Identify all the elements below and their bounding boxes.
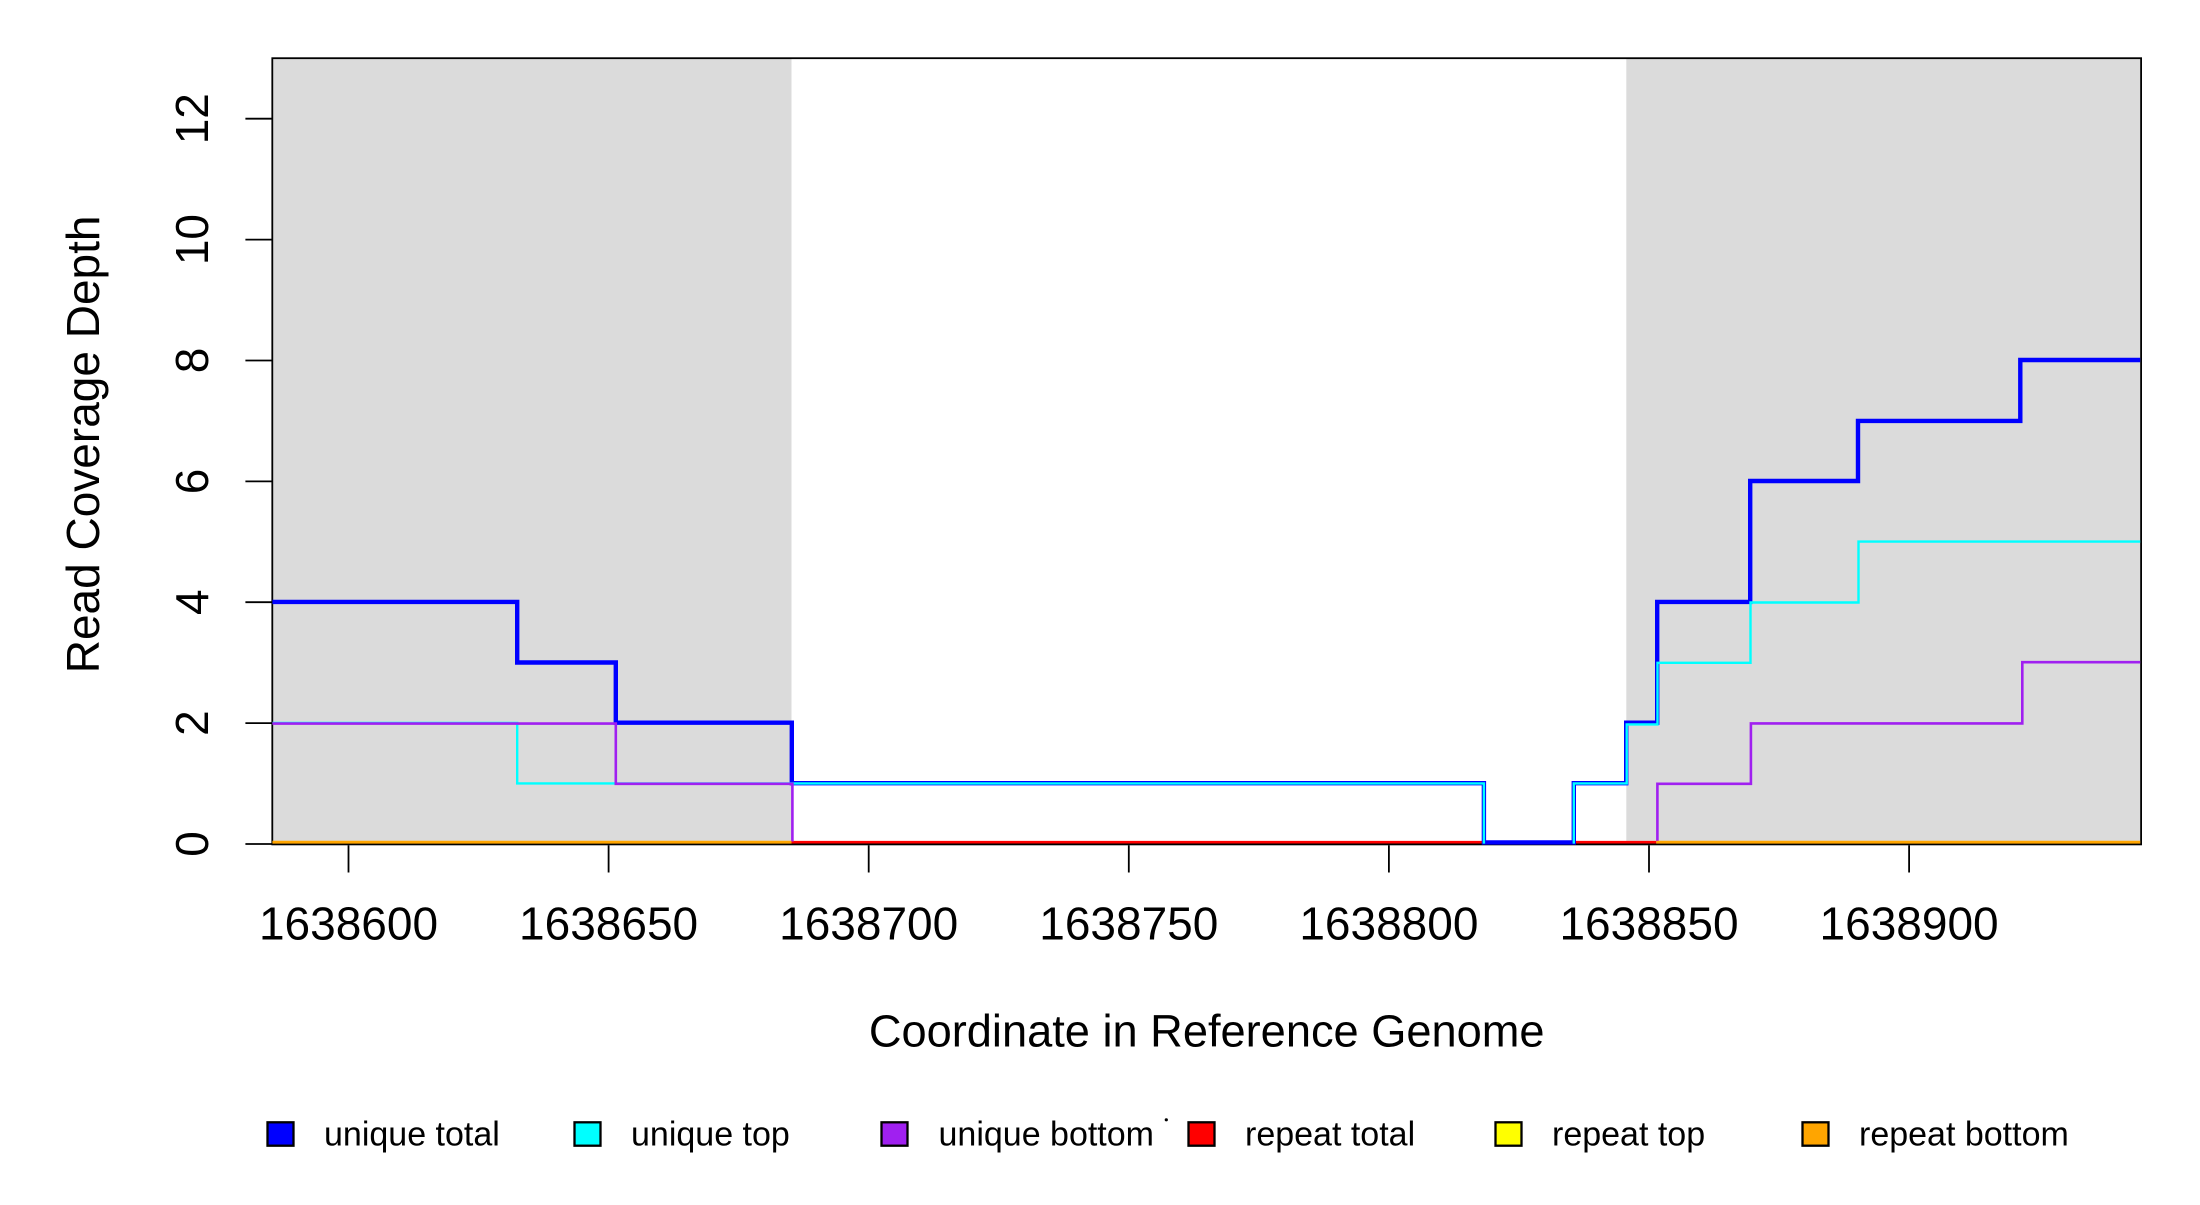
svg-text:4: 4	[166, 589, 218, 615]
svg-text:unique top: unique top	[631, 1115, 790, 1153]
svg-text:1638900: 1638900	[1820, 897, 1999, 949]
svg-text:unique bottom: unique bottom	[939, 1115, 1155, 1153]
svg-text:unique total: unique total	[324, 1115, 500, 1153]
svg-text:1638850: 1638850	[1559, 897, 1738, 949]
svg-text:12: 12	[166, 93, 218, 144]
svg-text:1638800: 1638800	[1299, 897, 1478, 949]
svg-text:1638650: 1638650	[519, 897, 698, 949]
svg-text:repeat top: repeat top	[1552, 1115, 1705, 1153]
svg-text:1638700: 1638700	[779, 897, 958, 949]
svg-text:10: 10	[166, 214, 218, 265]
svg-text:8: 8	[166, 348, 218, 374]
svg-text:1638750: 1638750	[1039, 897, 1218, 949]
svg-text:6: 6	[166, 469, 218, 495]
svg-text:Coordinate in Reference Genome: Coordinate in Reference Genome	[869, 1006, 1545, 1057]
svg-text:0: 0	[166, 831, 218, 857]
svg-text:repeat bottom: repeat bottom	[1859, 1115, 2069, 1153]
svg-text:Read Coverage Depth: Read Coverage Depth	[57, 216, 109, 674]
svg-text:1638600: 1638600	[259, 897, 438, 949]
svg-text:2: 2	[166, 710, 218, 736]
svg-text:repeat total: repeat total	[1245, 1115, 1415, 1153]
